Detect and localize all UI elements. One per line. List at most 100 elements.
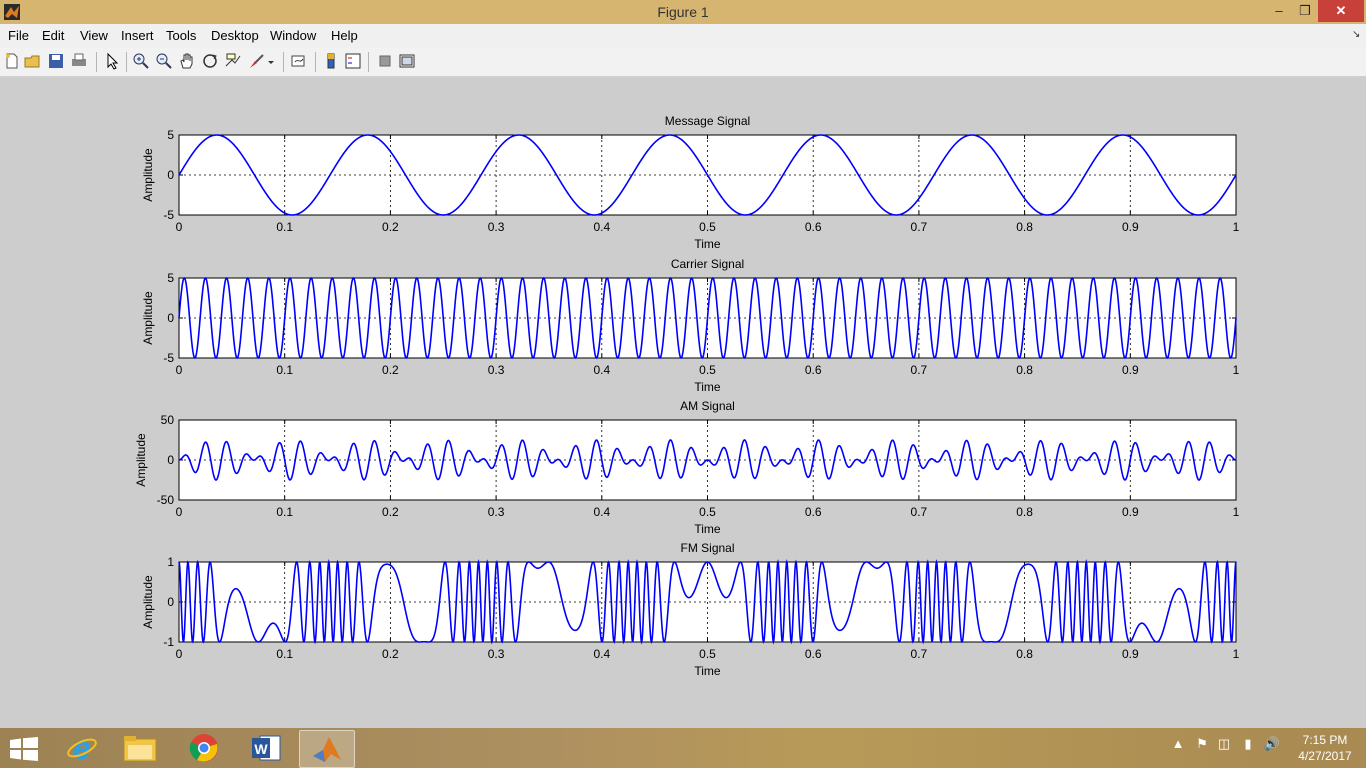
clock-time[interactable]: 7:15 PM xyxy=(1302,733,1348,747)
chart-0-ylabel: Amplitude xyxy=(141,148,155,202)
chart-2-title: AM Signal xyxy=(680,399,735,413)
zoom-out-icon[interactable] xyxy=(155,52,173,70)
menu-insert[interactable]: Insert xyxy=(121,28,154,43)
menu-edit[interactable]: Edit xyxy=(42,28,65,43)
chart-0-x-tick-label: 0.7 xyxy=(911,220,928,234)
data-cursor-icon[interactable] xyxy=(224,52,242,70)
chart-0-x-tick-label: 0.3 xyxy=(488,220,505,234)
menu-view[interactable]: View xyxy=(80,28,108,43)
chart-3-y-tick-label: -1 xyxy=(163,635,174,649)
chart-3-x-tick-label: 0 xyxy=(176,647,183,661)
insert-legend-icon[interactable] xyxy=(344,52,362,70)
start-windows-icon[interactable] xyxy=(10,737,38,761)
chart-3-series-line xyxy=(178,559,1237,645)
taskbar-chrome[interactable] xyxy=(177,730,231,766)
brush-dropdown-icon[interactable] xyxy=(266,52,276,70)
power-battery-icon[interactable]: ◫ xyxy=(1217,736,1231,751)
edit-plot-arrow-icon[interactable] xyxy=(103,52,121,70)
chart-2-x-tick-label: 0.5 xyxy=(699,505,716,519)
toolbar-separator xyxy=(283,52,284,72)
chart-1-x-tick-label: 0.1 xyxy=(276,363,293,377)
clock-date[interactable]: 4/27/2017 xyxy=(1298,749,1352,763)
action-center-icon[interactable]: ⚑ xyxy=(1196,736,1208,751)
word-icon: W xyxy=(252,735,281,761)
save-icon[interactable] xyxy=(47,52,65,70)
chart-0-y-tick-label: -5 xyxy=(163,208,174,222)
matlab-figure-icon xyxy=(4,4,20,20)
menu-window[interactable]: Window xyxy=(270,28,317,43)
show-hidden-icons-icon[interactable]: ▲ xyxy=(1171,736,1185,751)
chart-3-x-tick-label: 1 xyxy=(1233,647,1240,661)
chart-3-x-tick-label: 0.3 xyxy=(488,647,505,661)
taskbar-file-explorer[interactable] xyxy=(113,730,167,766)
show-plot-tools-icon[interactable] xyxy=(398,52,416,70)
window-title: Figure 1 xyxy=(657,4,709,20)
zoom-in-icon[interactable] xyxy=(132,52,150,70)
print-icon[interactable] xyxy=(70,52,88,70)
toolbar-separator xyxy=(96,52,97,72)
menu-help[interactable]: Help xyxy=(331,28,358,43)
svg-text:e: e xyxy=(73,733,91,763)
chart-3-y-tick-label: 1 xyxy=(167,555,174,569)
chart-2-x-tick-label: 0.8 xyxy=(1016,505,1033,519)
chart-1-ylabel: Amplitude xyxy=(141,291,155,345)
chart-0-x-tick-label: 0.8 xyxy=(1016,220,1033,234)
chart-3-title: FM Signal xyxy=(680,541,734,555)
chart-1-x-tick-label: 0.2 xyxy=(382,363,399,377)
chart-2-x-tick-label: 0.3 xyxy=(488,505,505,519)
toolbar-separator xyxy=(368,52,369,72)
insert-colorbar-icon[interactable] xyxy=(322,52,340,70)
chart-2-x-tick-label: 0.7 xyxy=(911,505,928,519)
menu-tools[interactable]: Tools xyxy=(166,28,197,43)
taskbar-word[interactable]: W xyxy=(239,730,293,766)
chart-0-x-tick-label: 0.9 xyxy=(1122,220,1139,234)
chart-2-x-tick-label: 0.6 xyxy=(805,505,822,519)
close-button[interactable]: ✕ xyxy=(1318,0,1364,22)
chart-2-x-tick-label: 0.2 xyxy=(382,505,399,519)
maximize-button[interactable]: ❐ xyxy=(1299,3,1311,18)
chart-1-x-tick-label: 0.6 xyxy=(805,363,822,377)
file-explorer-icon xyxy=(123,736,157,762)
volume-icon[interactable]: 🔊 xyxy=(1263,736,1281,751)
chart-1-xlabel: Time xyxy=(694,380,721,394)
chart-3-x-tick-label: 0.6 xyxy=(805,647,822,661)
chart-0-y-tick-label: 5 xyxy=(167,128,174,142)
chart-0-title: Message Signal xyxy=(665,114,750,128)
menu-dock-arrow-icon[interactable]: ↘ xyxy=(1352,29,1361,40)
chart-0-y-tick-label: 0 xyxy=(167,168,174,182)
menu-file[interactable]: File xyxy=(8,28,29,43)
minimize-button[interactable]: – xyxy=(1275,3,1283,18)
chart-1-x-tick-label: 0.5 xyxy=(699,363,716,377)
figure-canvas: 0 0.1 0.2 0.3 0.4 0.5 0.6 0.7 0.8 0.9 1 -5 0 5 Message… xyxy=(0,77,1366,728)
chart-2-xlabel: Time xyxy=(694,522,721,536)
chart-3-y-tick-label: 0 xyxy=(167,595,174,609)
chart-1-x-tick-label: 0.9 xyxy=(1122,363,1139,377)
taskbar-matlab[interactable] xyxy=(299,730,355,768)
chart-2-series-line xyxy=(178,439,1237,481)
rotate-3d-icon[interactable] xyxy=(201,52,219,70)
chart-0-x-tick-label: 0.5 xyxy=(699,220,716,234)
chart-1-x-tick-label: 0.8 xyxy=(1016,363,1033,377)
pan-hand-icon[interactable] xyxy=(178,52,196,70)
chart-2-y-tick-label: 0 xyxy=(167,453,174,467)
chart-2-x-tick-label: 0.9 xyxy=(1122,505,1139,519)
toolbar-separator xyxy=(315,52,316,72)
new-figure-icon[interactable] xyxy=(3,52,21,70)
internet-explorer-icon: e xyxy=(67,733,97,763)
network-signal-icon[interactable]: ▮ xyxy=(1244,736,1252,751)
chart-3-x-tick-label: 0.7 xyxy=(911,647,928,661)
link-plot-icon[interactable] xyxy=(290,52,308,70)
hide-plot-tools-icon[interactable] xyxy=(376,52,394,70)
menu-desktop[interactable]: Desktop xyxy=(211,28,259,43)
chart-1-y-tick-label: 5 xyxy=(167,271,174,285)
chart-2-x-tick-label: 0 xyxy=(176,505,183,519)
chart-2-y-tick-label: 50 xyxy=(161,413,175,427)
chart-1-x-tick-label: 1 xyxy=(1233,363,1240,377)
open-file-icon[interactable] xyxy=(24,52,42,70)
chart-1-y-tick-label: -5 xyxy=(163,351,174,365)
brush-icon[interactable] xyxy=(247,52,265,70)
windows-taskbar: e W ▲ ⚑ ◫ ▮ 🔊 7:15 xyxy=(0,728,1366,768)
taskbar-ie[interactable]: e xyxy=(55,730,109,766)
chart-3-xlabel: Time xyxy=(694,664,721,678)
chart-0-series-line xyxy=(178,134,1237,216)
